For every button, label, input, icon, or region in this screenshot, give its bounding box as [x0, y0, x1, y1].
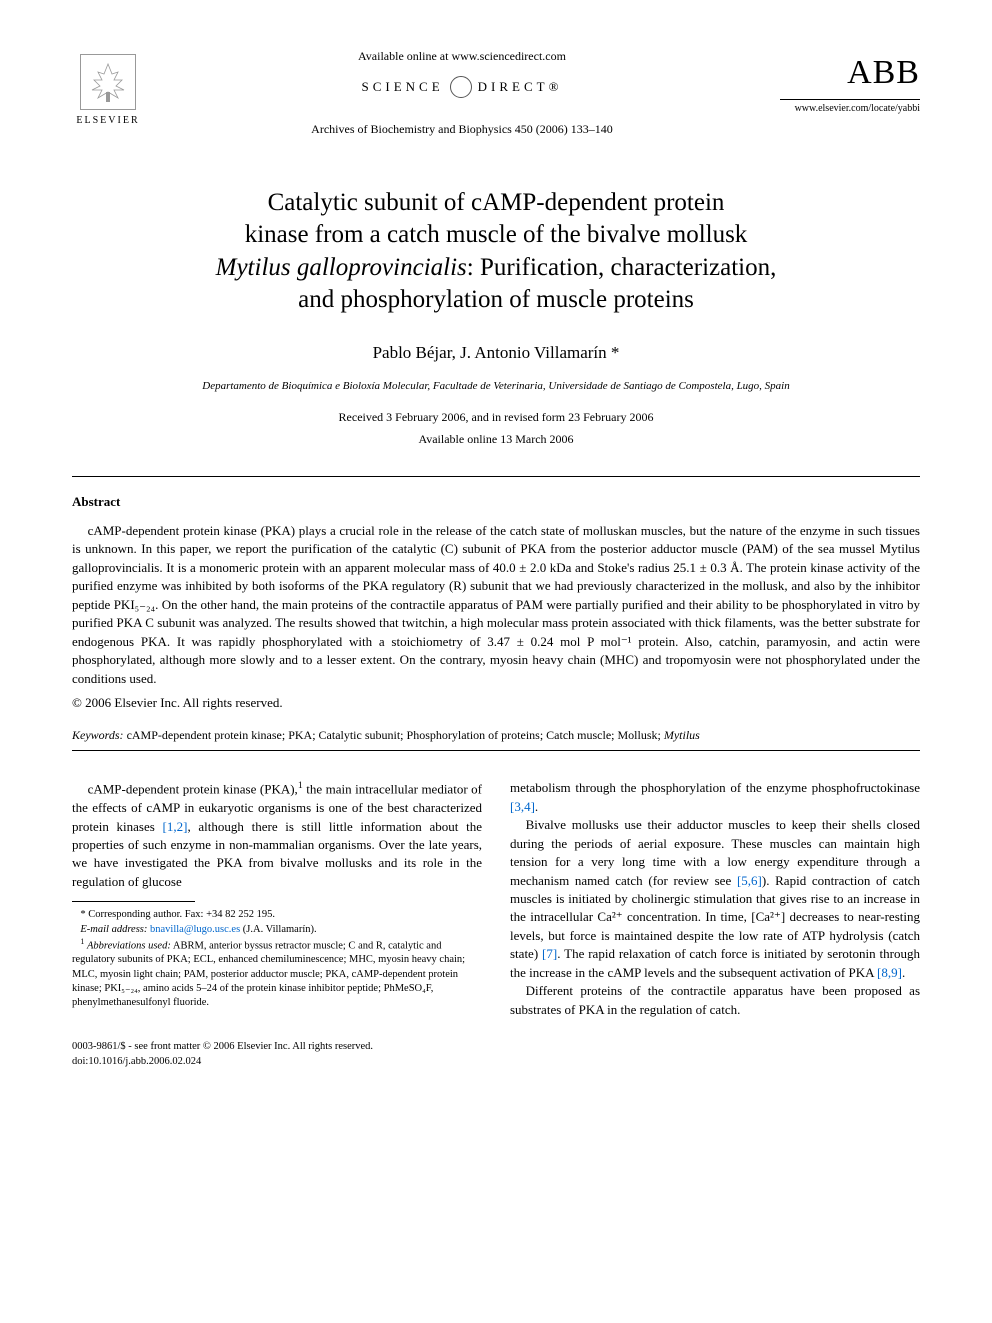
ref-link-7[interactable]: [7]	[542, 946, 557, 961]
email-link[interactable]: bnavilla@lugo.usc.es	[147, 924, 240, 935]
available-online-text: Available online at www.sciencedirect.co…	[164, 48, 760, 65]
title-line1: Catalytic subunit of cAMP-dependent prot…	[268, 189, 725, 216]
right-paragraph-1: metabolism through the phosphorylation o…	[510, 779, 920, 816]
right-column: metabolism through the phosphorylation o…	[510, 779, 920, 1019]
title-line3-rest: : Purification, characterization,	[467, 254, 777, 281]
ref-link-3-4[interactable]: [3,4]	[510, 799, 535, 814]
title-species: Mytilus galloprovincialis	[216, 254, 467, 281]
body-columns: cAMP-dependent protein kinase (PKA),1 th…	[72, 779, 920, 1019]
footer-line1: 0003-9861/$ - see front matter © 2006 El…	[72, 1039, 920, 1054]
received-date: Received 3 February 2006, and in revised…	[72, 409, 920, 426]
elsevier-text: ELSEVIER	[76, 114, 139, 129]
right-paragraph-3: Different proteins of the contractile ap…	[510, 982, 920, 1019]
separator-1	[72, 476, 920, 477]
center-header: Available online at www.sciencedirect.co…	[144, 48, 780, 139]
science-direct-icon	[450, 76, 472, 98]
abb-block: ABB www.elsevier.com/locate/yabbi	[780, 48, 920, 117]
science-direct-right: DIRECT®	[478, 78, 563, 97]
elsevier-logo: ELSEVIER	[72, 48, 144, 128]
keywords: Keywords: cAMP-dependent protein kinase;…	[72, 727, 920, 744]
copyright: © 2006 Elsevier Inc. All rights reserved…	[72, 694, 920, 713]
affiliation: Departamento de Bioquímica e Bioloxía Mo…	[72, 379, 920, 395]
footnote-abbreviations: 1 Abbreviations used: ABRM, anterior bys…	[72, 937, 482, 1010]
ref-link-8-9[interactable]: [8,9]	[877, 965, 902, 980]
left-column: cAMP-dependent protein kinase (PKA),1 th…	[72, 779, 482, 1019]
abstract-text: cAMP-dependent protein kinase (PKA) play…	[72, 522, 920, 688]
abstract-heading: Abstract	[72, 493, 920, 512]
footnote-separator	[72, 901, 195, 902]
authors: Pablo Béjar, J. Antonio Villamarín *	[72, 341, 920, 366]
paper-title: Catalytic subunit of cAMP-dependent prot…	[132, 187, 860, 317]
available-date: Available online 13 March 2006	[72, 431, 920, 448]
ref-link-1-2[interactable]: [1,2]	[163, 819, 188, 834]
journal-reference: Archives of Biochemistry and Biophysics …	[164, 121, 760, 138]
right-paragraph-2: Bivalve mollusks use their adductor musc…	[510, 816, 920, 982]
title-line4: and phosphorylation of muscle proteins	[298, 286, 694, 313]
abb-logo: ABB	[780, 48, 920, 100]
keywords-content: cAMP-dependent protein kinase; PKA; Cata…	[124, 728, 700, 742]
separator-2	[72, 750, 920, 751]
abb-url: www.elsevier.com/locate/yabbi	[780, 102, 920, 117]
ref-link-5-6[interactable]: [5,6]	[737, 873, 762, 888]
science-direct-logo: SCIENCE DIRECT®	[164, 73, 760, 101]
title-line2: kinase from a catch muscle of the bivalv…	[245, 221, 748, 248]
header-row: ELSEVIER Available online at www.science…	[72, 48, 920, 139]
footer-doi: doi:10.1016/j.abb.2006.02.024	[72, 1054, 920, 1069]
elsevier-tree-icon	[80, 54, 136, 110]
left-paragraph-1: cAMP-dependent protein kinase (PKA),1 th…	[72, 779, 482, 891]
footer: 0003-9861/$ - see front matter © 2006 El…	[72, 1039, 920, 1069]
keywords-label: Keywords:	[72, 728, 124, 742]
footnote-email: E-mail address: bnavilla@lugo.usc.es (J.…	[72, 923, 482, 937]
science-direct-left: SCIENCE	[362, 78, 444, 97]
footnote-corresponding: * Corresponding author. Fax: +34 82 252 …	[72, 908, 482, 922]
